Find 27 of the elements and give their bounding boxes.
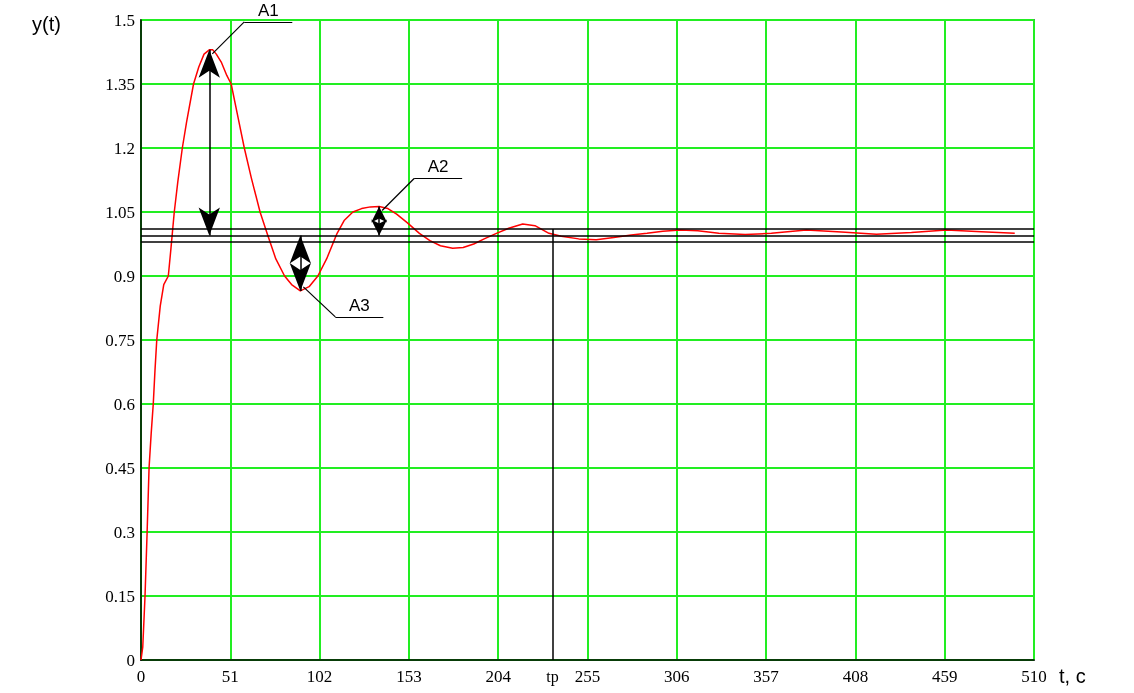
x-tick-label: 51 <box>221 667 239 686</box>
y-tick-label: 1.5 <box>113 10 135 30</box>
y-tick-label: 0.45 <box>105 458 135 478</box>
y-tick-label: 0.3 <box>113 522 135 542</box>
x-tick-label: 459 <box>931 667 958 686</box>
y-tick-label: 0 <box>126 650 135 670</box>
x-tick-label: 408 <box>842 667 869 686</box>
x-tick-label: 204 <box>485 667 512 686</box>
y-tick-label: 1.35 <box>105 74 135 94</box>
x-tick-label: 102 <box>306 667 333 686</box>
x-tick-label: 357 <box>753 667 780 686</box>
x-tick-label: 153 <box>396 667 422 686</box>
x-tick-label: 255 <box>574 667 601 686</box>
annotation: A2 <box>427 157 449 177</box>
x-tick-label: 306 <box>664 667 690 686</box>
y-tick-label: 0.75 <box>105 330 135 350</box>
y-tick-label: 1.05 <box>105 202 135 222</box>
y-tick-label: 0.15 <box>105 586 135 606</box>
annotation: A1 <box>257 0 279 20</box>
x-axis-title: t, c <box>1059 665 1086 687</box>
y-axis-title: y(t) <box>32 13 61 35</box>
ref-line-label: tp <box>546 667 559 686</box>
y-tick-label: 1.2 <box>113 138 135 158</box>
annotation: A3 <box>348 295 370 315</box>
x-tick-label: 510 <box>1021 667 1047 686</box>
y-tick-label: 0.6 <box>113 394 135 414</box>
y-tick-label: 0.9 <box>113 266 135 286</box>
